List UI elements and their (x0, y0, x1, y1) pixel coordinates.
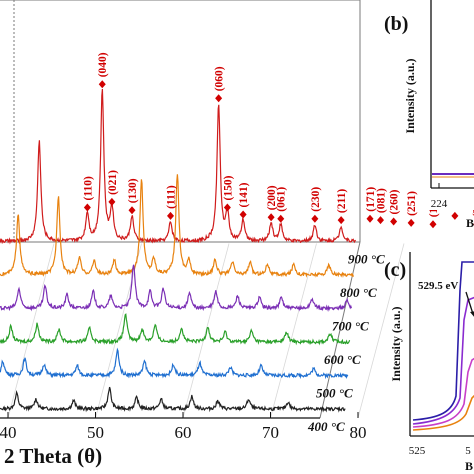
panel-b-tick-224: 224 (431, 198, 448, 210)
peak-marker (366, 214, 374, 223)
temperature-label: 700 °C (332, 319, 369, 334)
xrd-series-4 (0, 174, 354, 278)
peak-label: (021) (107, 170, 119, 195)
xrd-frame (0, 0, 361, 419)
xrd-series (0, 88, 357, 413)
peak-marker (98, 80, 106, 89)
temperature-label: 500 °C (316, 386, 353, 401)
peak-marker (267, 213, 275, 222)
peak-label: (260) (389, 189, 401, 214)
depth-line (7, 243, 55, 419)
peak-label: (251) (406, 191, 418, 216)
panel-b-y-label: Intensity (a.u.) (403, 58, 417, 133)
peak-label: (230) (310, 187, 322, 212)
peak-marker (83, 203, 91, 212)
peak-marker (311, 214, 319, 223)
xrd-series-2 (0, 313, 351, 346)
panel-c-series-1 (412, 261, 474, 421)
peak-marker (429, 220, 437, 229)
panel-c-x-label: B (465, 459, 473, 473)
temperature-label: 800 °C (340, 285, 377, 300)
xrd-series-3 (0, 264, 352, 313)
x-axis-title: 2 Theta (θ) (4, 444, 102, 468)
xrd-series-0 (0, 386, 346, 413)
peak-marker (337, 216, 345, 225)
peak-marker (215, 94, 223, 103)
peak-label: (081) (376, 188, 388, 213)
panel-c-y-label: Intensity (a.u.) (389, 306, 403, 381)
panel-c-series-2 (412, 296, 474, 425)
peak-marker (239, 210, 247, 219)
inset-c: (c) Intensity (a.u.) 529.5 eV 525 5 B (384, 252, 474, 473)
panel-c-tick-partial: 5 (465, 445, 471, 457)
peak-label: (061) (276, 187, 288, 212)
peak-marker (167, 211, 174, 220)
depth-line (270, 243, 317, 419)
x-axis-ticks: 40 50 60 70 80 (0, 412, 367, 442)
peak-label: (110) (82, 176, 94, 200)
peak-label: (130) (127, 178, 139, 203)
peak-label: (141) (238, 182, 250, 207)
peak-marker (377, 216, 384, 225)
panel-b-label: (b) (384, 13, 408, 35)
panel-c-tick-525: 525 (409, 445, 426, 457)
temperature-label: 400 °C (307, 419, 345, 434)
peak-label: (171) (365, 187, 377, 212)
peak-label: (060) (214, 66, 226, 91)
panel-c-series-3 (412, 357, 474, 428)
temperature-label: 600 °C (324, 352, 361, 367)
xrd-series-5 (0, 88, 357, 245)
x-tick-label: 60 (175, 423, 192, 442)
peak-marker (277, 214, 285, 223)
x-tick-label: 50 (87, 423, 104, 442)
panel-c-annotation-arrow (465, 291, 474, 315)
inset-b: (b) Intensity (a.u.) 224 B (384, 0, 474, 230)
peak-marker (128, 206, 136, 215)
peak-label: (111) (166, 185, 178, 209)
peak-marker (390, 217, 398, 226)
peak-marker (407, 218, 415, 227)
panel-c-peak-annotation: 529.5 eV (418, 280, 458, 292)
x-tick-label: 80 (350, 423, 367, 442)
x-tick-label: 70 (262, 423, 279, 442)
peak-label: (040) (97, 52, 109, 77)
peak-label: (150) (222, 175, 234, 200)
peak-marker (451, 211, 459, 220)
x-tick-label: 40 (0, 423, 17, 442)
temperature-labels: 900 °C 800 °C 700 °C 600 °C 500 °C 400 °C (307, 252, 385, 435)
panel-b-x-label: B (466, 216, 474, 230)
peak-annotations: (040) (060) (110) (021) (130) (111) (150) (141)… (82, 52, 474, 229)
panel-c-label: (c) (384, 259, 406, 281)
depth-line (182, 243, 230, 419)
peak-label: (211) (336, 189, 348, 213)
xrd-series-1 (0, 347, 349, 380)
panel-c-arrowhead (470, 311, 474, 317)
panel-c-series-4 (412, 394, 474, 431)
depth-line (357, 243, 405, 419)
temperature-label: 900 °C (348, 252, 385, 267)
peak-marker (223, 203, 231, 212)
peak-label: (200) (266, 185, 278, 210)
peak-marker (108, 197, 116, 206)
depth-line (95, 243, 142, 419)
